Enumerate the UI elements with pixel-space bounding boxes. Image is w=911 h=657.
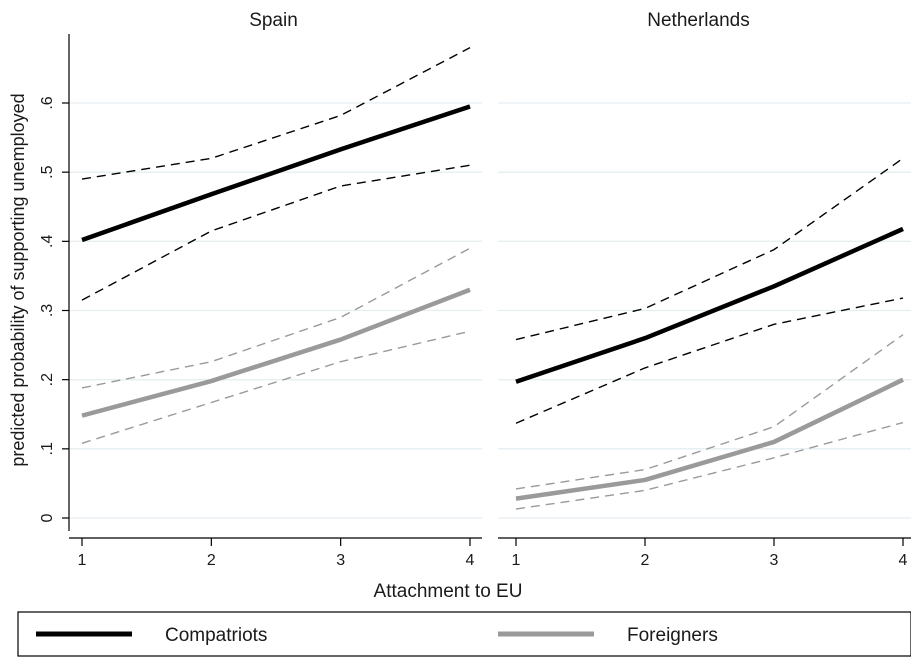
ci-lower-foreigners [515,421,904,510]
legend-label-compatriots: Compatriots [165,625,267,646]
ci-lower-foreigners [81,330,471,444]
legend-label-foreigners: Foreigners [627,625,718,646]
y-tick-label: .3 [39,304,56,317]
ci-upper-compatriots [515,157,904,341]
series-line-foreigners [81,287,471,418]
ci-upper-foreigners [81,247,471,389]
legend: Compatriots Foreigners [17,611,911,657]
series-line-compatriots [81,104,471,243]
panel-title-netherlands: Netherlands [647,10,749,31]
x-tick-label: 2 [207,552,216,569]
grid-lines [69,102,911,519]
x-tick-label: 3 [336,552,345,569]
x-axis-title: Attachment to EU [374,581,523,602]
y-tick-label: .2 [39,373,56,386]
series-line-foreigners [515,377,904,501]
y-tick-label: .6 [39,96,56,109]
x-tick-label: 2 [641,552,650,569]
x-tick-label: 4 [899,552,908,569]
legend-box [17,611,911,657]
ci-upper-foreigners [515,334,904,490]
x-tick-label: 1 [512,552,521,569]
y-tick-label: .5 [39,165,56,178]
panel-title-spain: Spain [249,10,298,31]
ci-lower-compatriots [81,164,471,301]
x-tick-label: 3 [770,552,779,569]
y-axis-title: predicted probability of supporting unem… [8,93,28,466]
ci-upper-compatriots [81,47,471,180]
y-tick-label: .4 [39,235,56,248]
series-line-compatriots [515,226,904,384]
y-tick-label: .1 [39,442,56,455]
y-tick-label: 0 [39,513,56,522]
panel-netherlands: Netherlands 1 2 3 4 [498,10,911,569]
panel-spain: Spain 1 2 3 4 [69,10,482,569]
x-tick-label: 1 [78,552,87,569]
y-axis: 0 .1 .2 .3 .4 .5 .6 [39,34,70,531]
x-tick-label: 4 [466,552,475,569]
